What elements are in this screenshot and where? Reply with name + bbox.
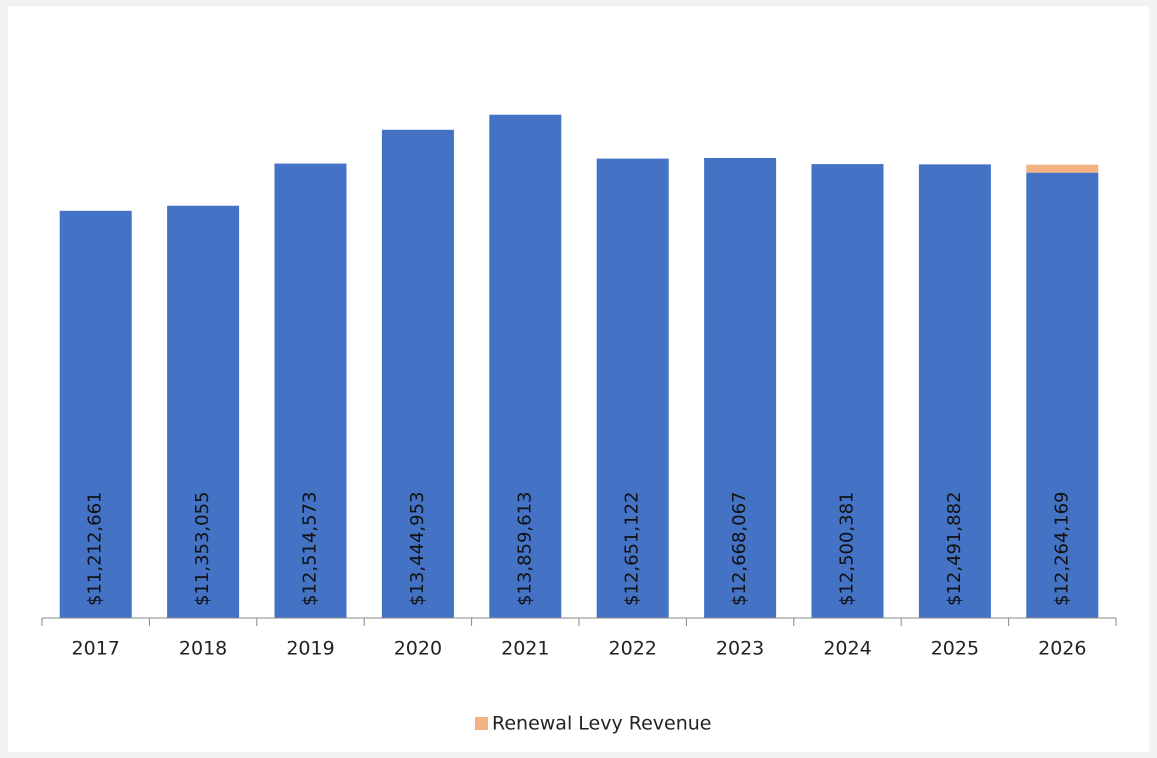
bar-segment [167, 205, 240, 618]
x-tick-label: 2021 [501, 638, 549, 660]
value-label: $12,651,122 [622, 491, 643, 606]
bar-segment [274, 163, 347, 618]
bar-segment [1026, 164, 1099, 173]
bar-segment [704, 157, 777, 618]
x-tick-label: 2022 [609, 638, 657, 660]
bar-segment [59, 210, 132, 618]
bar-segment [489, 114, 562, 618]
x-tick-label: 2023 [716, 638, 764, 660]
value-label: $12,264,169 [1051, 491, 1072, 606]
x-tick-label: 2026 [1038, 638, 1086, 660]
legend-label: Renewal Levy Revenue [492, 713, 711, 735]
value-label: $11,212,661 [85, 491, 106, 606]
bar-segment [1026, 172, 1099, 619]
value-label: $12,491,882 [944, 491, 965, 606]
value-label: $12,500,381 [837, 491, 858, 606]
x-tick-label: 2019 [286, 638, 334, 660]
x-tick-label: 2020 [394, 638, 442, 660]
bar-segment [918, 164, 991, 618]
value-label: $13,859,613 [514, 491, 535, 606]
bar-segment [596, 158, 669, 618]
x-tick-label: 2018 [179, 638, 227, 660]
value-label: $13,444,953 [407, 491, 428, 606]
bar-segment [811, 164, 884, 619]
value-label: $12,668,067 [729, 491, 750, 606]
x-tick-label: 2017 [72, 638, 120, 660]
x-tick-label: 2024 [823, 638, 871, 660]
bar-segment [381, 129, 454, 618]
x-tick-label: 2025 [931, 638, 979, 660]
value-label: $12,514,573 [300, 491, 321, 606]
value-label: $11,353,055 [192, 491, 213, 606]
legend-swatch [475, 717, 488, 730]
